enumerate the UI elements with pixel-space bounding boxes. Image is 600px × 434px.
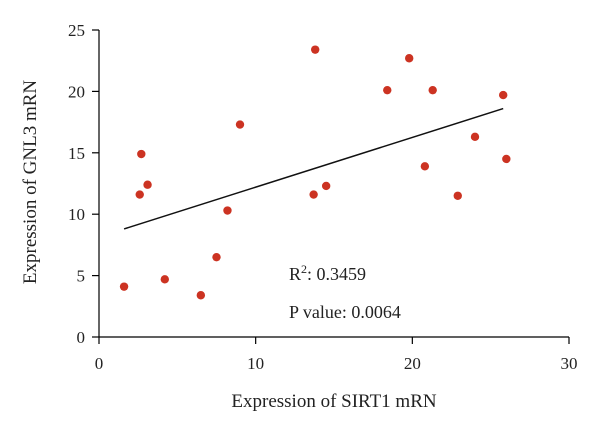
y-tick-label: 15 — [68, 144, 85, 163]
r-squared-value: : 0.3459 — [307, 264, 366, 284]
data-point — [321, 181, 331, 191]
y-tick-label: 5 — [77, 267, 86, 286]
data-point — [235, 120, 245, 129]
y-tick-label: 25 — [68, 21, 85, 40]
data-point — [420, 162, 430, 171]
x-axis-title: Expression of SIRT1 mRN — [231, 391, 436, 412]
r-squared-label: R — [289, 264, 301, 284]
data-point — [502, 154, 511, 164]
data-point — [428, 85, 437, 95]
data-point — [453, 191, 462, 200]
r-squared-superscript: 2 — [301, 262, 307, 276]
data-point — [135, 190, 144, 199]
data-point — [160, 275, 169, 284]
data-point — [143, 180, 152, 189]
data-point — [119, 282, 129, 291]
plot-area: 0 5 10 15 20 25 0 10 20 30 — [68, 21, 578, 373]
y-tick-label: 0 — [77, 328, 86, 347]
data-point — [196, 291, 206, 300]
x-tick-label: 20 — [404, 354, 421, 373]
x-tick-label: 0 — [95, 354, 104, 373]
p-value-annotation: P value: 0.0064 — [289, 302, 401, 322]
y-tick-label: 10 — [68, 205, 85, 224]
data-point — [470, 132, 480, 142]
regression-line — [123, 107, 504, 230]
data-point — [223, 206, 232, 215]
data-point — [212, 252, 221, 262]
data-point — [383, 85, 392, 95]
data-point — [137, 149, 146, 159]
data-point — [311, 45, 320, 54]
data-point — [405, 54, 414, 63]
y-tick-label: 20 — [68, 82, 85, 101]
y-axis-title: Expression of GNL3 mRN — [20, 80, 41, 285]
data-point — [499, 90, 508, 100]
r-squared-annotation: R2: 0.3459 — [289, 262, 366, 284]
data-point — [309, 190, 318, 199]
x-tick-label: 30 — [561, 354, 578, 373]
x-tick-label: 10 — [247, 354, 264, 373]
